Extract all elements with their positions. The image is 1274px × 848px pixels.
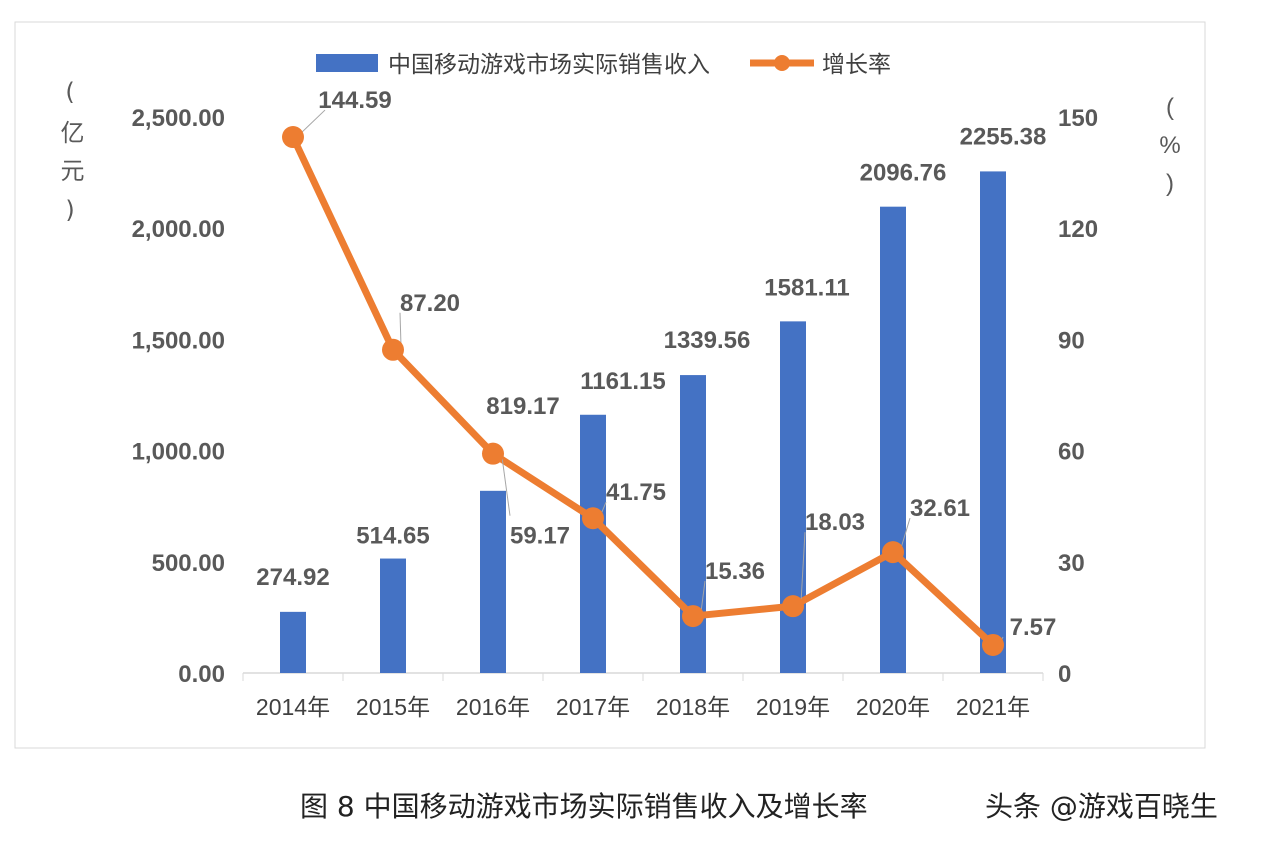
- y-right-tick-label: 150: [1058, 105, 1098, 132]
- line-point: [982, 633, 1004, 656]
- leader-line: [800, 532, 806, 603]
- line-point: [682, 605, 704, 628]
- bar-data-label: 1161.15: [580, 368, 665, 395]
- bar-data-label: 514.65: [356, 523, 429, 550]
- x-tick-label: 2015年: [356, 694, 430, 720]
- y-left-tick-label: 0.00: [178, 661, 225, 688]
- line-point: [382, 338, 404, 361]
- bar: [980, 171, 1006, 673]
- y-left-tick-label: 500.00: [152, 550, 225, 577]
- leader-line: [399, 312, 402, 346]
- bar: [280, 611, 306, 673]
- bar: [580, 414, 606, 673]
- bar: [680, 375, 706, 673]
- legend-label-revenue: 中国移动游戏市场实际销售收入: [388, 52, 710, 78]
- y-right-tick-label: 60: [1058, 439, 1085, 466]
- bar-data-label: 274.92: [256, 564, 329, 591]
- line-data-label: 59.17: [510, 523, 570, 550]
- line-point: [782, 595, 804, 618]
- y-left-tick-label: 1,000.00: [132, 439, 225, 466]
- y-left-tick-label: 2,500.00: [132, 105, 225, 132]
- line-data-label: 41.75: [606, 479, 666, 506]
- bar-data-label: 2255.38: [960, 123, 1047, 150]
- x-tick-label: 2017年: [556, 694, 630, 720]
- growth-line: [289, 135, 996, 648]
- leader-line: [500, 449, 511, 516]
- line-data-label: 7.57: [1010, 614, 1057, 641]
- line-data-label: 32.61: [910, 495, 970, 522]
- y-left-tick-label: 1,500.00: [132, 327, 225, 354]
- x-tick-label: 2021年: [956, 694, 1030, 720]
- bar-data-label: 1339.56: [664, 327, 751, 354]
- bar: [380, 558, 406, 673]
- chart-border: [14, 21, 1206, 749]
- bar: [880, 206, 906, 673]
- x-tick-label: 2019年: [756, 694, 830, 720]
- y-right-axis-label: (: [1166, 94, 1174, 121]
- line-point: [582, 507, 604, 530]
- watermark: 头条 @游戏百晓生: [985, 790, 1218, 823]
- x-tick-label: 2020年: [856, 694, 930, 720]
- y-left-tick-label: 2,000.00: [132, 216, 225, 243]
- bar-data-label: 1581.11: [764, 274, 849, 301]
- y-right-tick-label: 0: [1058, 661, 1071, 688]
- line-data-label: 15.36: [705, 558, 765, 585]
- x-tick-label: 2016年: [456, 694, 530, 720]
- line-point: [282, 126, 304, 149]
- legend-bar-swatch: [316, 54, 378, 72]
- figure-caption: 图 8 中国移动游戏市场实际销售收入及增长率: [300, 790, 868, 823]
- x-tick-label: 2014年: [256, 694, 330, 720]
- bar-data-label: 2096.76: [860, 160, 947, 187]
- y-right-tick-label: 120: [1058, 216, 1098, 243]
- y-right-axis-label: ): [1166, 170, 1174, 197]
- y-right-tick-label: 90: [1058, 327, 1085, 354]
- line-point: [482, 442, 504, 465]
- bar-data-label: 819.17: [486, 393, 559, 420]
- x-tick-label: 2018年: [656, 694, 730, 720]
- legend-label-growth: 增长率: [822, 52, 891, 78]
- y-left-axis-label: (亿元): [56, 78, 84, 238]
- leader-line: [300, 109, 326, 134]
- y-right-tick-label: 30: [1058, 550, 1085, 577]
- bar: [480, 490, 506, 673]
- line-data-label: 144.59: [318, 87, 391, 114]
- line-point: [882, 541, 904, 564]
- line-data-label: 18.03: [805, 509, 865, 536]
- leader-line: [900, 517, 911, 549]
- leader-line: [700, 581, 706, 613]
- bar: [780, 321, 806, 673]
- line-data-label: 87.20: [400, 290, 460, 317]
- y-right-axis-label: %: [1159, 132, 1180, 159]
- legend-line-marker: [774, 55, 790, 71]
